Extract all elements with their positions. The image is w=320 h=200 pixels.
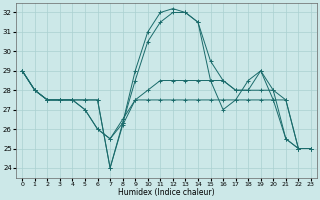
X-axis label: Humidex (Indice chaleur): Humidex (Indice chaleur) [118, 188, 215, 197]
